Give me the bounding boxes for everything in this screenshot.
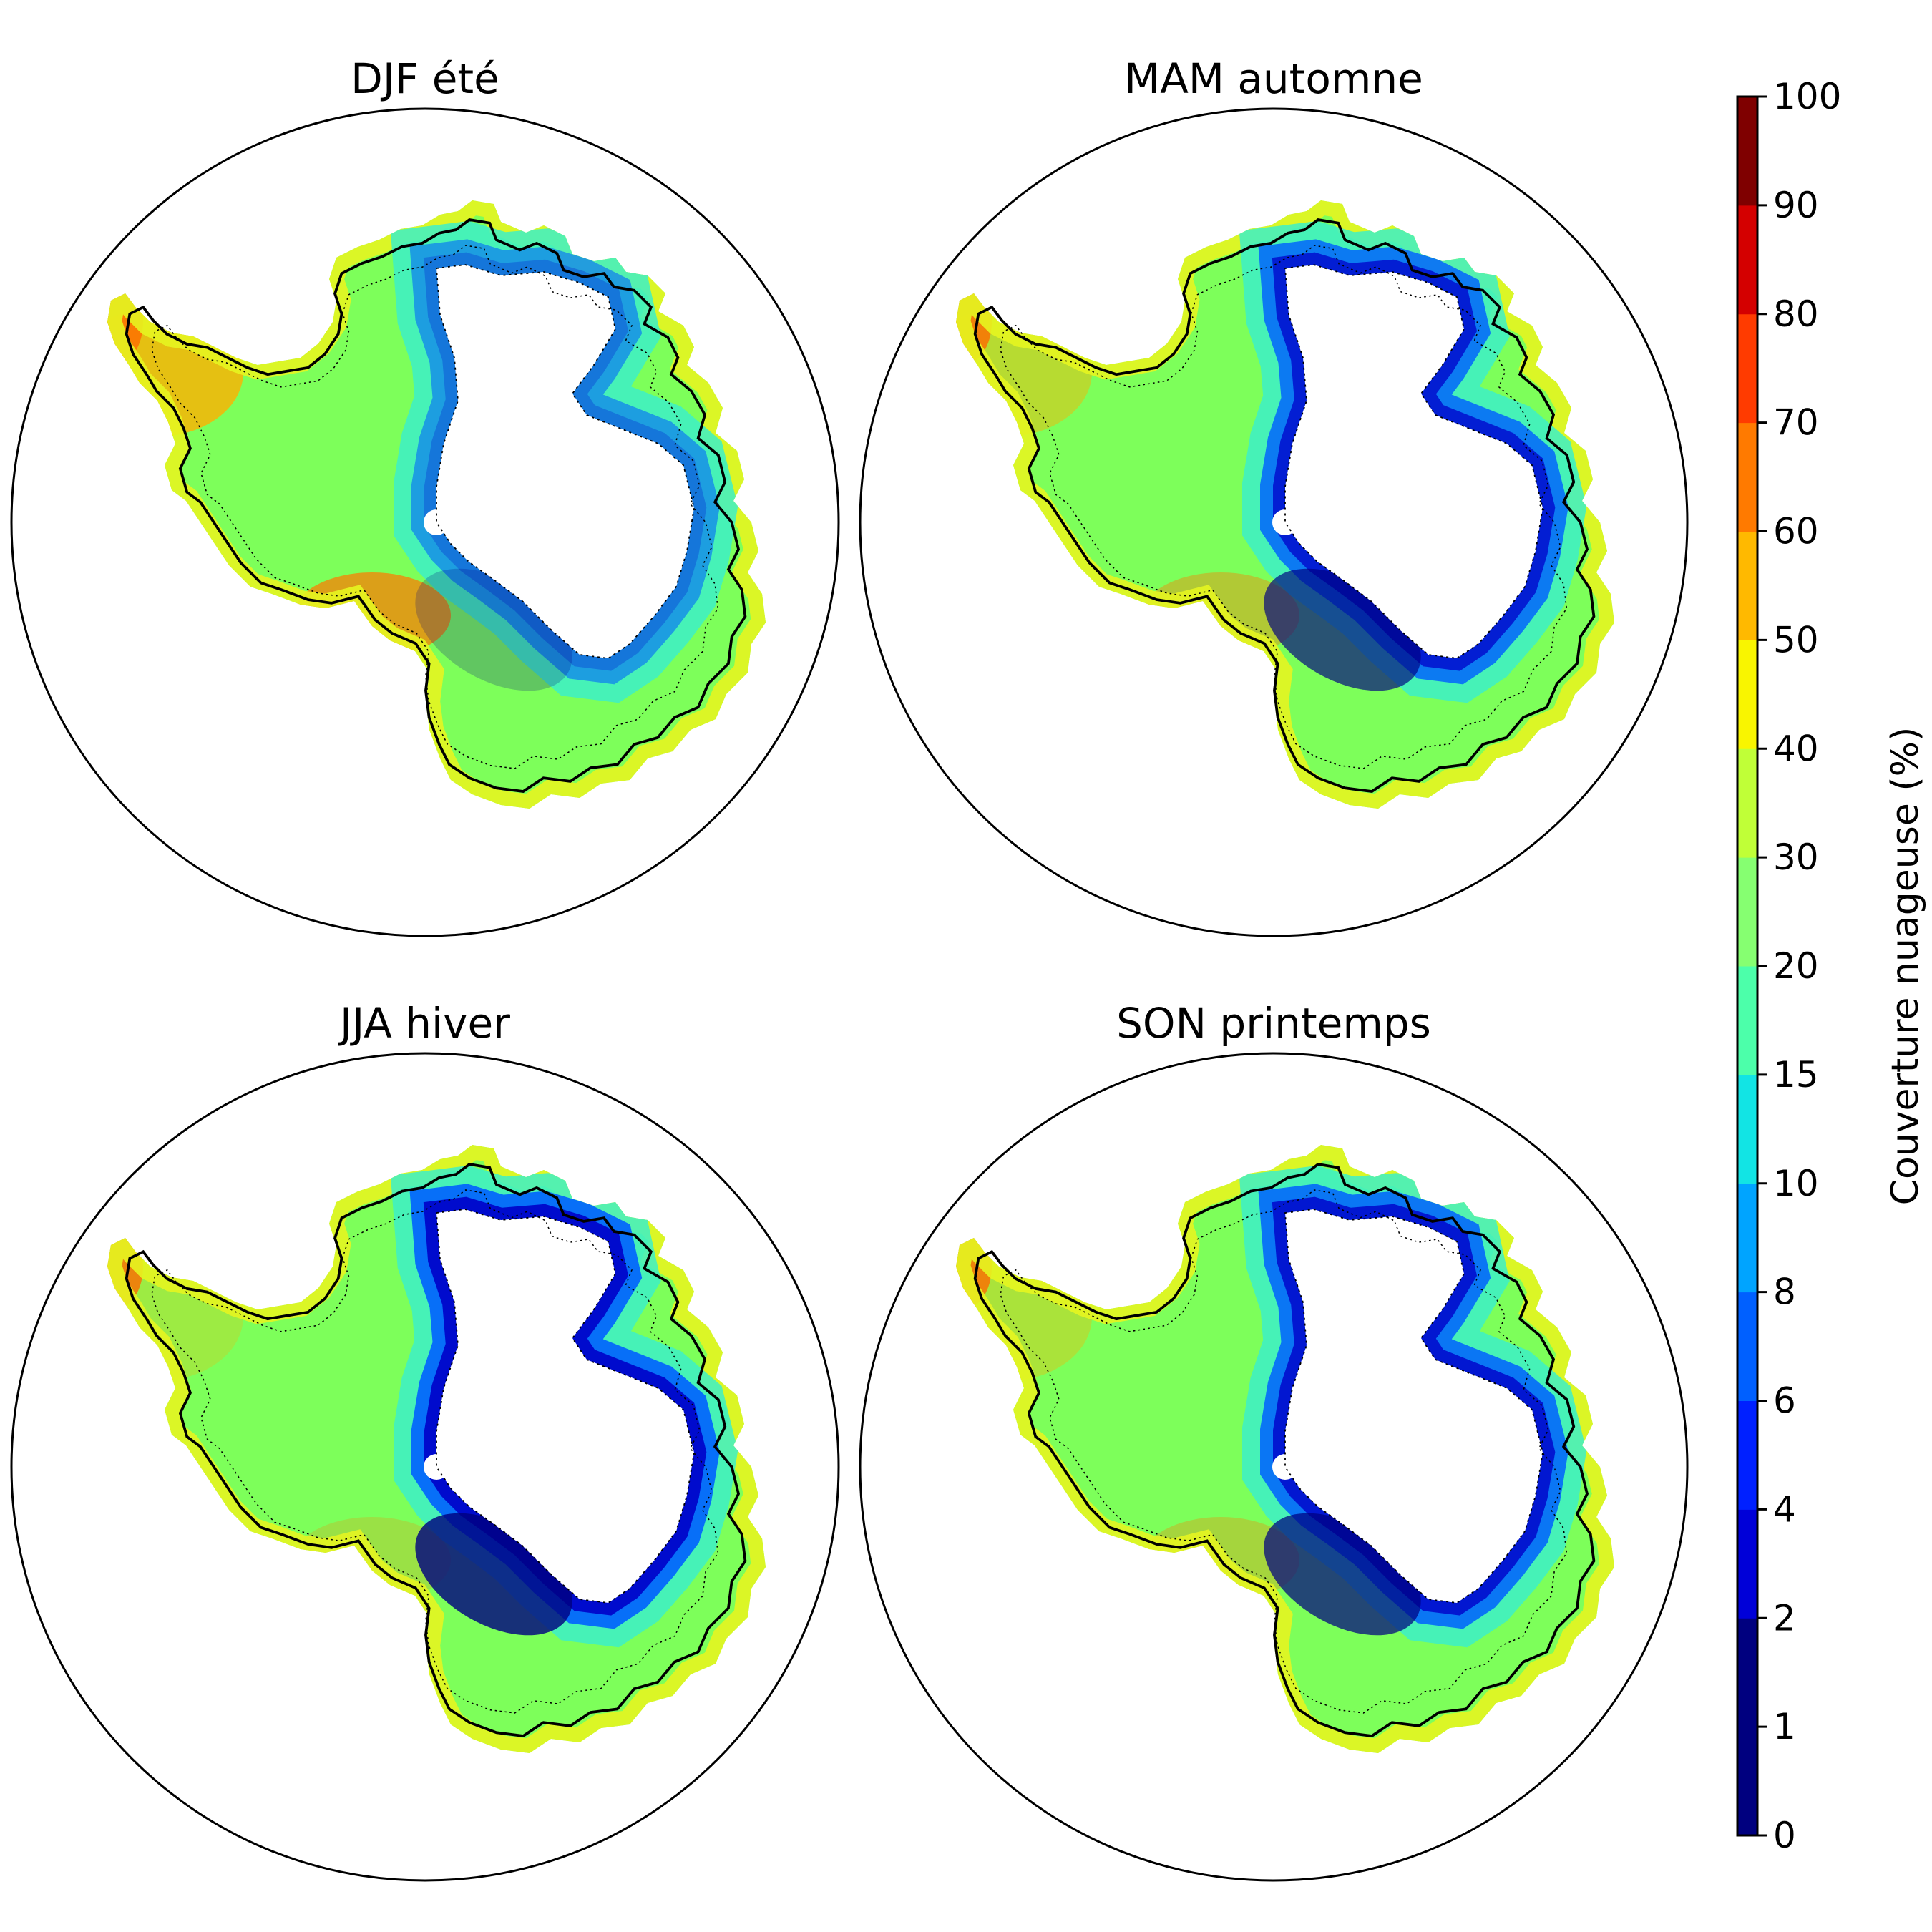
colorbar-segment: [1737, 857, 1757, 967]
colorbar-tick-label: 90: [1773, 185, 1819, 226]
colorbar-tick-label: 100: [1773, 76, 1841, 117]
panel-title: JJA hiver: [338, 999, 510, 1048]
panel-title: DJF été: [351, 54, 499, 103]
colorbar-tick-label: 8: [1773, 1272, 1796, 1313]
colorbar-tick-label: 0: [1773, 1815, 1796, 1856]
colorbar-segment: [1737, 1292, 1757, 1401]
colorbar-tick-label: 70: [1773, 402, 1819, 444]
colorbar-tick-label: 2: [1773, 1597, 1796, 1639]
colorbar-tick-label: 50: [1773, 619, 1819, 660]
map-panel-jja: JJA hiver: [10, 999, 840, 1882]
colorbar-tick-label: 1: [1773, 1706, 1796, 1747]
colorbar-segment: [1737, 1183, 1757, 1293]
colorbar: 0 1 2 4 6 8 10 15 20 30 40 50 60 70 80 90 100 Couverture…: [1736, 76, 1927, 1856]
colorbar-segment: [1737, 422, 1757, 532]
colorbar-gradient: [1737, 97, 1757, 1836]
colorbar-tick-label: 40: [1773, 728, 1819, 769]
colorbar-tick-label: 80: [1773, 293, 1819, 335]
colorbar-segment: [1737, 640, 1757, 749]
colorbar-tick-label: 20: [1773, 945, 1819, 987]
colorbar-tick-label: 6: [1773, 1380, 1796, 1422]
colorbar-tick-label: 60: [1773, 511, 1819, 552]
colorbar-segment: [1737, 966, 1757, 1075]
colorbar-label: Couverture nuageuse (%): [1884, 727, 1927, 1206]
map-panel-son: SON printemps: [859, 999, 1689, 1882]
colorbar-tick-label: 4: [1773, 1488, 1796, 1530]
panel-title: MAM automne: [1124, 54, 1423, 103]
colorbar-tick-label: 10: [1773, 1163, 1819, 1204]
colorbar-segment: [1737, 1509, 1757, 1619]
colorbar-segment: [1737, 97, 1757, 206]
colorbar-segment: [1737, 1400, 1757, 1510]
map-panel-djf: DJF été: [10, 54, 840, 937]
colorbar-segment: [1737, 1727, 1757, 1836]
panel-title: SON printemps: [1116, 999, 1431, 1048]
colorbar-segment: [1737, 531, 1757, 640]
colorbar-segment: [1737, 748, 1757, 858]
colorbar-segment: [1737, 1618, 1757, 1727]
colorbar-tick-label: 30: [1773, 836, 1819, 878]
colorbar-segment: [1737, 313, 1757, 424]
colorbar-tick-label: 15: [1773, 1054, 1819, 1096]
colorbar-segment: [1737, 1074, 1757, 1184]
map-panel-mam: MAM automne: [859, 54, 1689, 937]
colorbar-segment: [1737, 205, 1757, 315]
